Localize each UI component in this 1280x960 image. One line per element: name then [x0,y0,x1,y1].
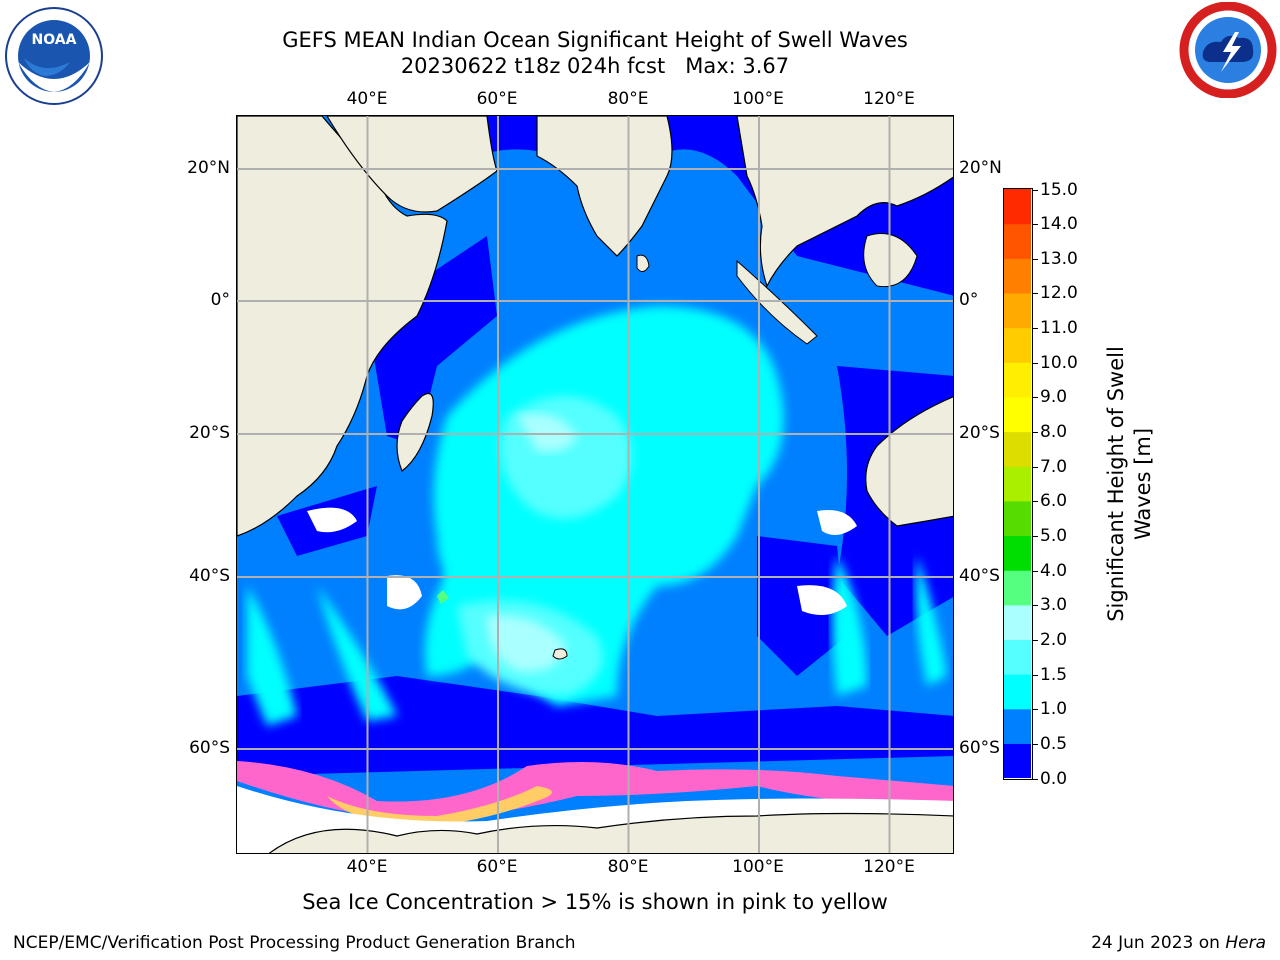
colorbar-segment [1004,327,1031,363]
colorbar-tick-label: 1.5 [1031,664,1068,685]
lon-label-bottom: 80°E [607,857,649,877]
colorbar-segment [1004,466,1031,502]
footer-credit: NCEP/EMC/Verification Post Processing Pr… [13,933,576,953]
sea-ice-edge [237,761,953,821]
colorbar-segment [1004,570,1031,606]
lon-label-top: 60°E [476,89,518,109]
colorbar-tick-label: 2.0 [1031,629,1068,650]
colorbar-tick-label: 13.0 [1032,248,1078,269]
colorbar-segment [1004,674,1031,710]
colorbar-segment [1004,708,1031,744]
nws-logo [1177,2,1279,98]
southeast-asia-land [736,116,953,288]
colorbar-segment [1004,223,1031,259]
colorbar-segment [1004,258,1031,294]
lat-label-right: 0° [959,290,979,310]
lon-label-bottom: 100°E [732,857,784,877]
colorbar-tick-label: 9.0 [1031,387,1068,408]
graticule [237,116,953,853]
colorbar-tick-label: 15.0 [1032,179,1078,200]
lat-label-right: 20°S [959,423,1000,443]
colorbar-segment [1004,639,1031,675]
colorbar-segment [1004,743,1031,778]
colorbar-tick-label: 0.0 [1031,768,1068,789]
colorbar-segment [1004,396,1031,433]
swell-height-map [236,115,954,854]
colorbar-segment [1004,362,1031,398]
lon-label-bottom: 60°E [476,857,518,877]
sea-ice-note: Sea Ice Concentration > 15% is shown in … [302,890,888,914]
colorbar-segment [1004,189,1031,225]
colorbar-segment [1004,604,1031,641]
lat-label-left: 0° [210,290,230,310]
colorbar [1003,188,1033,780]
lon-label-top: 80°E [607,89,649,109]
colorbar-segment [1004,500,1031,537]
noaa-logo-text: NOAA [32,32,77,48]
colorbar-tick-label: 7.0 [1031,456,1068,477]
colorbar-tick-label: 6.0 [1031,491,1068,512]
map-subtitle: 20230622 t18z 024h fcst Max: 3.67 [400,54,790,78]
colorbar-tick-label: 3.0 [1031,595,1068,616]
lat-label-left: 60°S [189,738,230,758]
colorbar-tick-label: 0.5 [1031,733,1068,754]
map-title: GEFS MEAN Indian Ocean Significant Heigh… [282,28,908,52]
lat-label-right: 40°S [959,566,1000,586]
lat-label-right: 20°N [959,158,1002,178]
lat-label-right: 60°S [959,738,1000,758]
colorbar-tick-label: 4.0 [1031,560,1068,581]
lon-label-top: 100°E [732,89,784,109]
colorbar-tick-label: 1.0 [1031,699,1068,720]
colorbar-label: Significant Height of Swell Waves [m] [1104,346,1155,622]
colorbar-tick-label: 11.0 [1032,318,1078,339]
lon-label-top: 120°E [863,89,915,109]
colorbar-tick-label: 12.0 [1032,283,1078,304]
madagascar-land [396,392,434,472]
colorbar-tick-label: 14.0 [1032,214,1078,235]
colorbar-tick-label: 8.0 [1031,422,1068,443]
lat-label-left: 40°S [189,566,230,586]
lon-label-bottom: 40°E [346,857,388,877]
lat-label-left: 20°S [189,423,230,443]
australia-land [865,396,953,527]
colorbar-segment [1004,431,1031,467]
colorbar-segment [1004,535,1031,571]
colorbar-tick-label: 5.0 [1031,525,1068,546]
colorbar-segment [1004,292,1031,329]
footer-date: 24 Jun 2023 on Hera [1091,933,1266,953]
lon-label-top: 40°E [346,89,388,109]
noaa-logo: NOAA [4,6,104,106]
colorbar-tick-label: 10.0 [1032,352,1078,373]
lat-label-left: 20°N [187,158,230,178]
lon-label-bottom: 120°E [863,857,915,877]
